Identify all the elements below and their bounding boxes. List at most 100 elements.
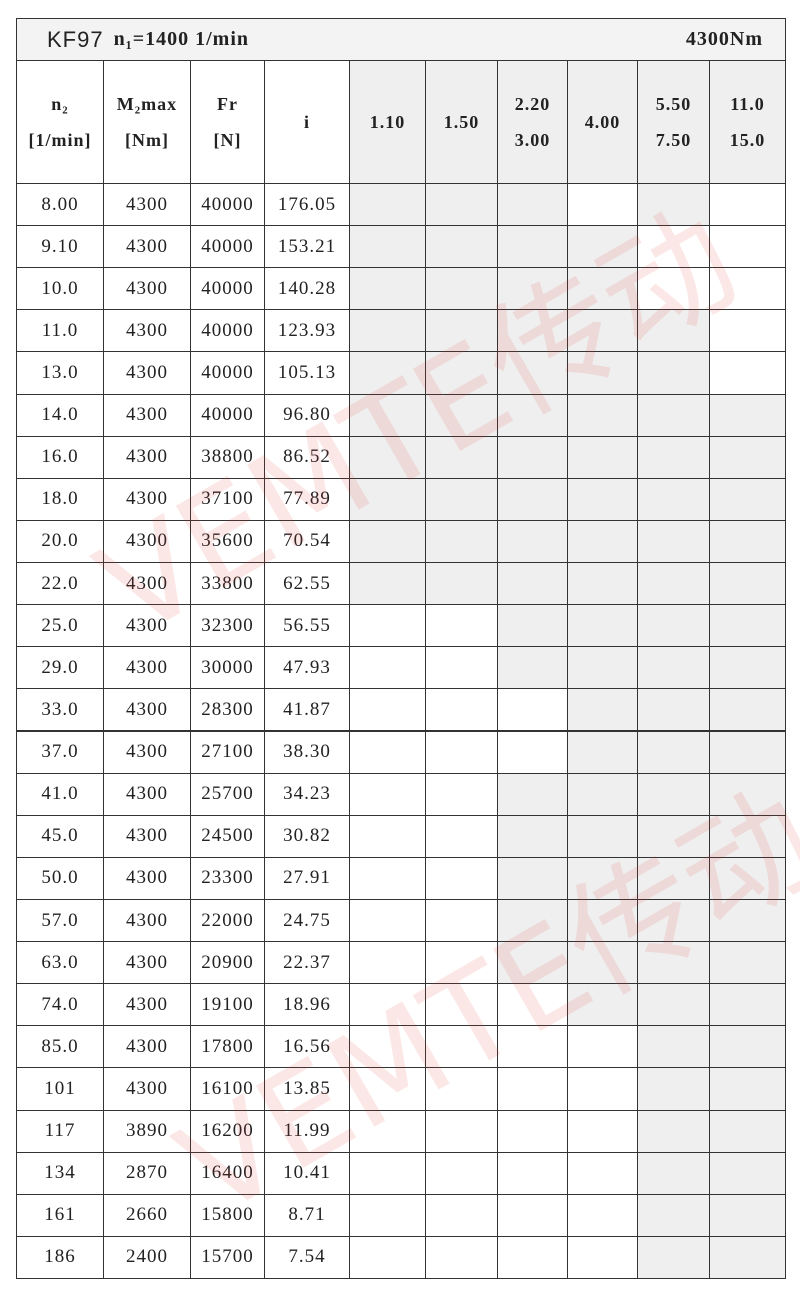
factor-cell <box>349 1109 426 1153</box>
factor-cell <box>349 351 426 395</box>
factor-cell <box>425 814 498 858</box>
input-speed: n₁=1400 1/min <box>113 28 250 50</box>
factor-cell <box>497 1109 568 1153</box>
factor-cell <box>637 393 710 437</box>
cell: 186 <box>16 1235 104 1279</box>
factor-cell <box>567 183 638 227</box>
cell: 38800 <box>190 435 265 479</box>
factor-cell <box>567 267 638 311</box>
cell: 4300 <box>103 772 191 816</box>
cell: 4300 <box>103 604 191 648</box>
column-header: 1.50 <box>425 60 498 184</box>
factor-cell <box>425 225 498 269</box>
cell: 34.23 <box>264 772 350 816</box>
factor-cell <box>425 646 498 690</box>
cell: 153.21 <box>264 225 350 269</box>
cell: 4300 <box>103 183 191 227</box>
cell: 45.0 <box>16 814 104 858</box>
cell: 4300 <box>103 393 191 437</box>
factor-cell <box>497 225 568 269</box>
factor-cell <box>637 562 710 606</box>
factor-cell <box>425 898 498 943</box>
factor-cell <box>709 1151 786 1195</box>
cell: 176.05 <box>264 183 350 227</box>
factor-cell <box>425 1151 498 1195</box>
factor-cell <box>637 1109 710 1153</box>
cell: 74.0 <box>16 983 104 1027</box>
factor-cell <box>497 941 568 985</box>
factor-cell <box>349 1193 426 1237</box>
factor-cell <box>637 1067 710 1111</box>
factor-cell <box>349 1067 426 1111</box>
factor-cell <box>425 267 498 311</box>
factor-cell <box>637 1151 710 1195</box>
cell: 123.93 <box>264 309 350 353</box>
cell: 62.55 <box>264 562 350 606</box>
header-line: n₂ <box>51 94 69 114</box>
factor-cell <box>567 393 638 437</box>
factor-cell <box>497 267 568 311</box>
factor-cell <box>637 646 710 690</box>
factor-cell <box>709 519 786 564</box>
cell: 4300 <box>103 898 191 943</box>
cell: 20900 <box>190 941 265 985</box>
factor-cell <box>349 267 426 311</box>
cell: 20.0 <box>16 519 104 564</box>
header-line: 4.00 <box>584 112 621 132</box>
cell: 33800 <box>190 562 265 606</box>
factor-cell <box>637 814 710 858</box>
cell: 7.54 <box>264 1235 350 1279</box>
factor-cell <box>637 772 710 816</box>
factor-cell <box>709 309 786 353</box>
factor-cell <box>497 477 568 521</box>
factor-cell <box>637 1193 710 1237</box>
cell: 40000 <box>190 225 265 269</box>
factor-cell <box>497 772 568 816</box>
factor-cell <box>497 183 568 227</box>
cell: 117 <box>16 1109 104 1153</box>
factor-cell <box>425 688 498 732</box>
cell: 17800 <box>190 1025 265 1069</box>
factor-cell <box>709 225 786 269</box>
factor-cell <box>497 1025 568 1069</box>
factor-cell <box>349 604 426 648</box>
factor-cell <box>349 435 426 479</box>
cell: 23300 <box>190 856 265 900</box>
factor-cell <box>637 604 710 648</box>
cell: 4300 <box>103 562 191 606</box>
factor-cell <box>709 941 786 985</box>
cell: 22000 <box>190 898 265 943</box>
cell: 4300 <box>103 435 191 479</box>
factor-cell <box>497 1193 568 1237</box>
factor-cell <box>349 183 426 227</box>
factor-cell <box>425 477 498 521</box>
factor-cell <box>567 435 638 479</box>
cell: 11.0 <box>16 309 104 353</box>
cell: 85.0 <box>16 1025 104 1069</box>
factor-cell <box>425 604 498 648</box>
header-line: 7.50 <box>655 130 692 150</box>
column-header: Fr [N] <box>190 60 265 184</box>
cell: 15700 <box>190 1235 265 1279</box>
factor-cell <box>349 1025 426 1069</box>
factor-cell <box>497 562 568 606</box>
torque: 4300Nm <box>685 28 763 50</box>
factor-cell <box>709 688 786 732</box>
factor-cell <box>425 1193 498 1237</box>
factor-cell <box>709 646 786 690</box>
factor-cell <box>425 309 498 353</box>
factor-cell <box>497 814 568 858</box>
cell: 9.10 <box>16 225 104 269</box>
cell: 4300 <box>103 730 191 774</box>
factor-cell <box>637 351 710 395</box>
cell: 32300 <box>190 604 265 648</box>
factor-cell <box>567 477 638 521</box>
cell: 16.56 <box>264 1025 350 1069</box>
column-header: 2.20 3.00 <box>497 60 568 184</box>
factor-cell <box>709 1193 786 1237</box>
factor-cell <box>709 814 786 858</box>
factor-cell <box>425 1109 498 1153</box>
cell: 2870 <box>103 1151 191 1195</box>
cell: 18.0 <box>16 477 104 521</box>
